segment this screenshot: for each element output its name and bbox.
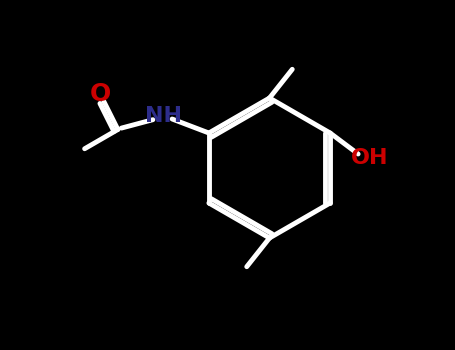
Text: NH: NH (145, 105, 182, 126)
Text: O: O (90, 82, 111, 106)
Text: OH: OH (350, 148, 388, 168)
